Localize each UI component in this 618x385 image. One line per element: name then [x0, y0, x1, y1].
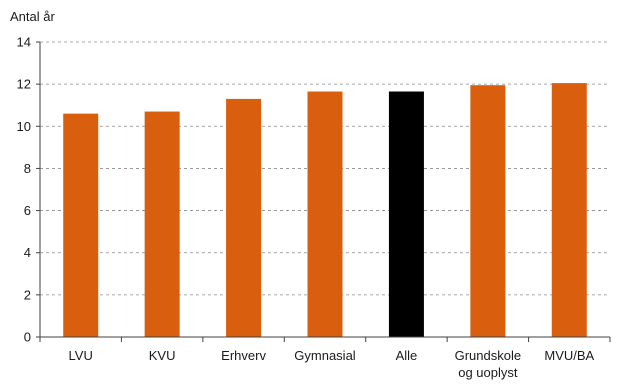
y-tick-label: 2	[24, 287, 31, 302]
y-tick-label: 0	[24, 330, 31, 345]
bar	[144, 111, 180, 338]
bar	[226, 98, 262, 338]
y-tick-label: 8	[24, 161, 31, 176]
bars	[63, 83, 587, 338]
x-tick-label: og uoplyst	[458, 365, 518, 380]
y-tick-label: 12	[17, 77, 31, 92]
x-tick-label: MVU/BA	[544, 348, 594, 363]
x-tick-label: Gymnasial	[294, 348, 356, 363]
y-axis-ticks: 0 2 4 6 8 10 12 14	[17, 35, 40, 345]
bar	[551, 83, 587, 337]
x-tick-label: LVU	[69, 348, 93, 363]
y-tick-label: 14	[17, 35, 31, 50]
bar	[63, 113, 99, 338]
y-tick-label: 10	[17, 119, 31, 134]
y-tick-label: 4	[24, 245, 31, 260]
x-tick-label: Erhverv	[221, 348, 266, 363]
x-tick-label: Alle	[396, 348, 418, 363]
x-axis-labels: LVU KVU Erhverv Gymnasial Alle Grundskole og u…	[69, 348, 595, 380]
bar	[307, 91, 343, 338]
x-tick-label: KVU	[149, 348, 176, 363]
axes	[39, 42, 611, 342]
bar	[470, 85, 506, 337]
y-tick-label: 6	[24, 203, 31, 218]
bar	[388, 91, 424, 338]
y-axis-title: Antal år	[10, 9, 55, 24]
x-tick-label: Grundskole	[455, 348, 521, 363]
